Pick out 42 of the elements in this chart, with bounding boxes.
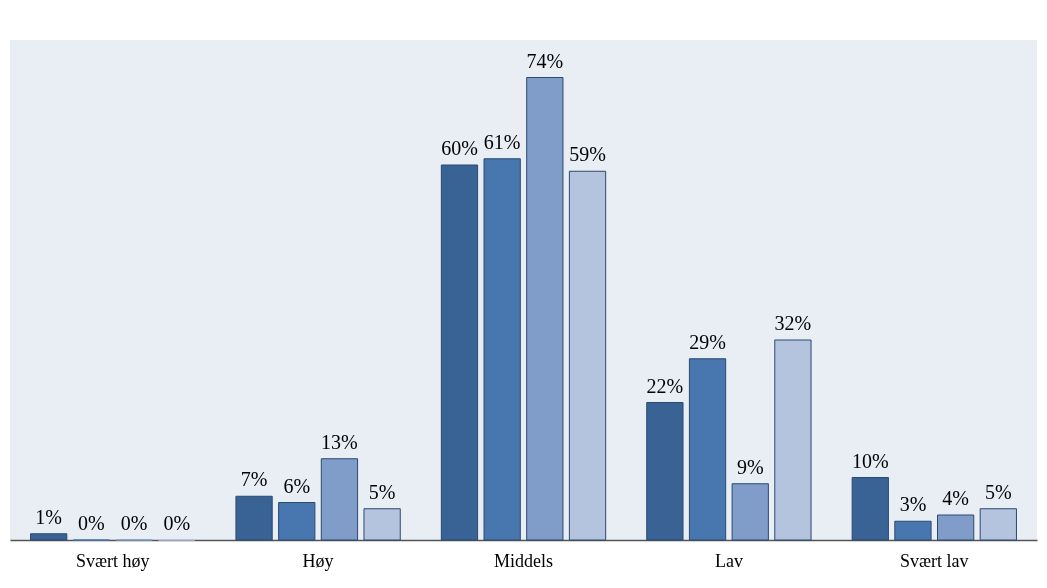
x-tick-label: Middels: [493, 550, 554, 571]
x-tick-label: Svært lav: [900, 550, 969, 571]
data-label: 3%: [899, 493, 927, 516]
bar: [979, 508, 1017, 541]
bar: [646, 402, 684, 541]
x-tick-label: Lav: [714, 550, 743, 571]
x-tick-label: Høy: [302, 550, 334, 571]
bar: [235, 495, 273, 541]
data-label: 4%: [942, 487, 969, 509]
data-label: 59%: [569, 143, 606, 166]
bar: [688, 358, 727, 541]
data-label: 22%: [646, 374, 684, 397]
bar: [483, 158, 521, 541]
data-label: 6%: [283, 474, 311, 497]
bar: [937, 514, 975, 541]
bar: [30, 533, 68, 541]
bar: [526, 77, 564, 541]
data-label: 0%: [78, 512, 105, 534]
data-label: 5%: [368, 480, 396, 503]
data-label: 0%: [163, 512, 191, 534]
bar: [278, 502, 316, 541]
data-label: 13%: [321, 430, 358, 453]
data-label: 9%: [736, 455, 764, 478]
bar: [320, 458, 359, 541]
data-label: 29%: [689, 330, 726, 353]
bar: [894, 520, 932, 541]
bar: [774, 339, 812, 541]
data-label: 60%: [441, 137, 478, 159]
data-label: 74%: [526, 49, 564, 72]
data-label: 5%: [984, 480, 1012, 503]
bar: [851, 477, 889, 541]
bar: [731, 483, 769, 541]
bar: [363, 508, 401, 541]
data-label: 61%: [483, 130, 521, 153]
data-label: 32%: [774, 312, 812, 334]
data-label: 0%: [120, 512, 148, 534]
data-label: 7%: [240, 468, 268, 491]
x-tick-label: Svært høy: [75, 550, 150, 571]
data-label: 1%: [35, 505, 63, 528]
data-label: 10%: [851, 449, 889, 472]
bar: [568, 170, 607, 541]
bar: [440, 164, 479, 541]
